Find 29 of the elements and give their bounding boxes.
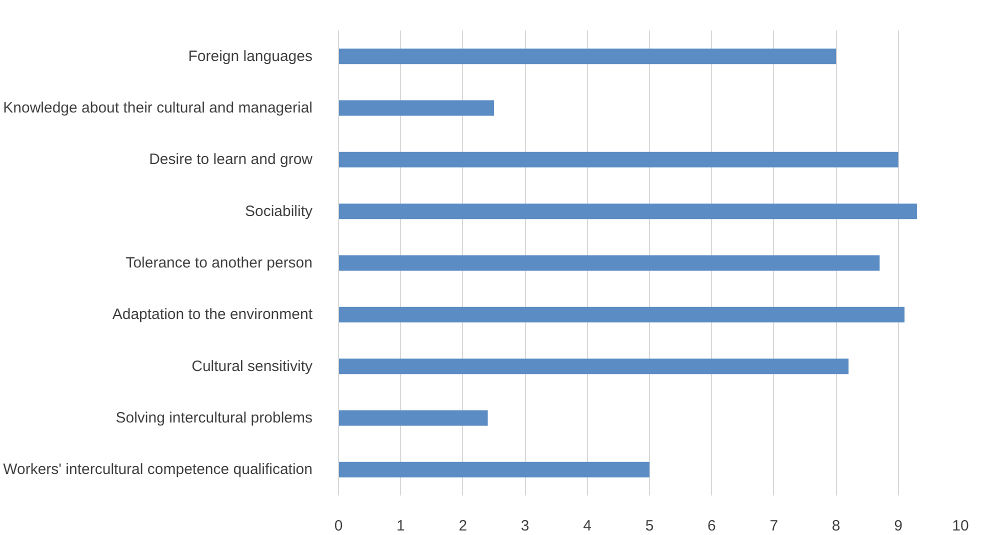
x-tick-label: 7	[770, 518, 778, 534]
bar	[338, 152, 898, 168]
y-tick-label: Desire to learn and grow	[149, 151, 313, 168]
y-tick-label: Knowledge about their cultural and managerial	[3, 100, 313, 116]
x-tick-label: 1	[396, 518, 405, 534]
y-tick-label: Tolerance to another person	[126, 254, 313, 272]
x-tick-label: 2	[458, 518, 468, 534]
y-tick-label: Cultural sensitivity	[192, 358, 313, 375]
bar	[338, 306, 905, 322]
x-tick-label: 0	[334, 518, 343, 534]
x-tick-label: 6	[708, 518, 716, 534]
y-tick-label: Foreign languages	[188, 48, 313, 65]
y-tick-label: Workers' intercultural competence qualification	[3, 461, 313, 478]
bar	[338, 255, 880, 271]
bar	[338, 462, 650, 478]
x-tick-label: 8	[832, 518, 840, 534]
y-tick-label: Adaptation to the environment	[112, 306, 314, 324]
y-tick-label: Sociability	[244, 202, 313, 220]
bar	[338, 48, 836, 64]
y-tick-label: Solving intercultural problems	[116, 410, 313, 426]
bar	[338, 410, 488, 426]
x-tick-label: 4	[583, 518, 592, 534]
x-tick-label: 10	[952, 518, 969, 534]
bar	[338, 358, 849, 374]
x-tick-label: 9	[894, 518, 902, 534]
x-tick-label: 5	[645, 518, 654, 534]
bar	[338, 100, 494, 116]
x-tick-label: 3	[520, 518, 530, 534]
bar	[338, 204, 917, 220]
